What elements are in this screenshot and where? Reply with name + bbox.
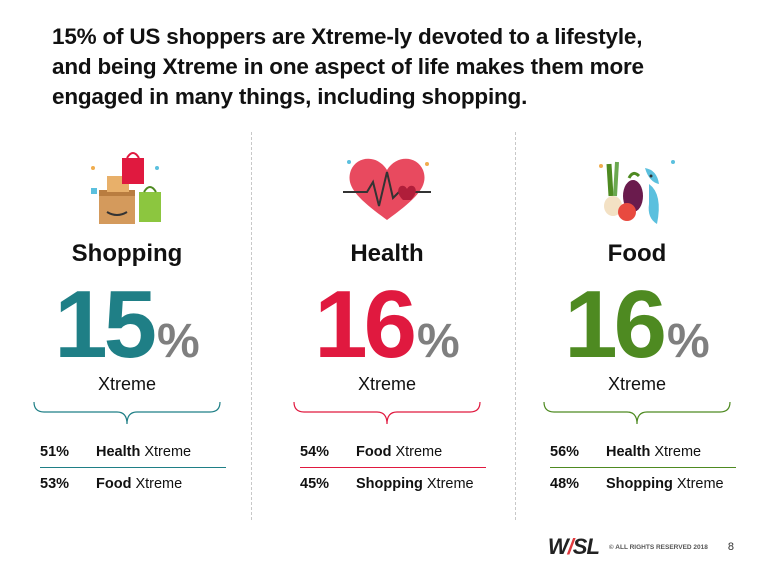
brace-divider (293, 401, 481, 425)
logo-slash: / (567, 534, 574, 559)
heart-rate-icon (343, 158, 431, 220)
wsl-logo: W/SL (547, 534, 600, 560)
big-percentage-sign: % (157, 315, 200, 368)
xtreme-label: Xtreme (357, 374, 417, 394)
stat-percentage: 51% (40, 444, 70, 460)
stat-category: Shopping (606, 476, 673, 492)
stat-category: Health (606, 444, 651, 460)
big-percentage-sign: % (667, 315, 710, 368)
stat-suffix: Xtreme (422, 476, 474, 492)
stat-suffix: Xtreme (650, 444, 702, 460)
stat-percentage: 48% (550, 476, 580, 492)
column-divider-1 (251, 132, 252, 520)
shopping-bags-icon (91, 152, 161, 224)
brace-divider (543, 401, 731, 425)
big-percentage-value: 15 (54, 271, 157, 378)
brace-divider (33, 401, 221, 425)
column-heading: Food (607, 240, 667, 267)
page-number: 8 (727, 541, 734, 553)
big-percentage: 16% (512, 270, 762, 380)
logo-w: W (547, 534, 569, 559)
stat-percentage: 45% (300, 476, 330, 492)
stat-row: 51% Health Xtreme (40, 444, 226, 468)
slide-footer: W/SL © ALL RIGHTS RESERVED 2018 8 (548, 534, 734, 560)
stat-category: Shopping (356, 476, 423, 492)
stat-suffix: Xtreme (140, 444, 192, 460)
title-line-3: engaged in many things, including shoppi… (52, 84, 528, 109)
stat-category: Health (96, 444, 141, 460)
stat-row: 53% Food Xtreme (40, 476, 226, 492)
stat-row: 45% Shopping Xtreme (300, 476, 486, 492)
stat-percentage: 54% (300, 444, 330, 460)
stat-suffix: Xtreme (131, 476, 183, 492)
big-percentage: 15% (2, 270, 252, 380)
stat-percentage: 53% (40, 476, 70, 492)
stat-category: Food (356, 444, 392, 460)
stat-row: 48% Shopping Xtreme (550, 476, 736, 492)
stat-suffix: Xtreme (391, 444, 443, 460)
title-line-1: 15% of US shoppers are Xtreme-ly devoted… (52, 24, 643, 49)
stat-row: 54% Food Xtreme (300, 444, 486, 468)
stat-row: 56% Health Xtreme (550, 444, 736, 468)
column-heading: Health (350, 240, 424, 267)
logo-sl: SL (572, 534, 600, 559)
big-percentage: 16% (262, 270, 512, 380)
stat-category: Food (96, 476, 132, 492)
xtreme-label: Xtreme (97, 374, 157, 394)
xtreme-label: Xtreme (607, 374, 667, 394)
food-vegetables-fish-icon (599, 160, 675, 224)
big-percentage-value: 16 (564, 271, 667, 378)
stat-percentage: 56% (550, 444, 580, 460)
copyright-text: © ALL RIGHTS RESERVED 2018 (608, 543, 708, 551)
stat-suffix: Xtreme (672, 476, 724, 492)
big-percentage-sign: % (417, 315, 460, 368)
column-divider-2 (515, 132, 516, 520)
slide-title: 15% of US shoppers are Xtreme-ly devoted… (52, 22, 742, 112)
big-percentage-value: 16 (314, 271, 417, 378)
column-heading: Shopping (71, 240, 183, 267)
title-line-2: and being Xtreme in one aspect of life m… (52, 54, 644, 79)
